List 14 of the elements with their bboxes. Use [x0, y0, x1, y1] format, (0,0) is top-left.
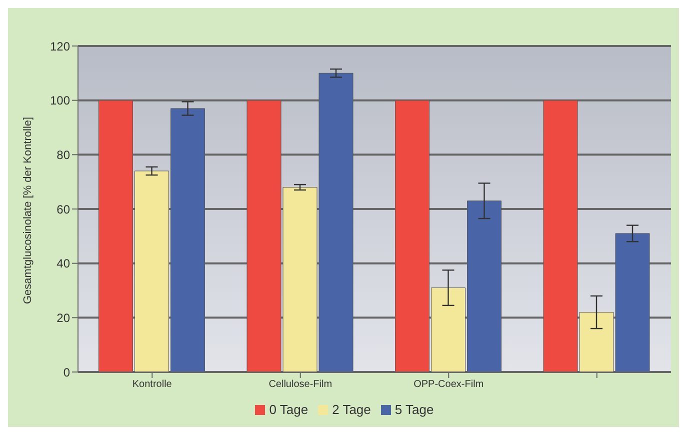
legend-label: 2 Tage	[332, 402, 371, 417]
y-tick-label: 20	[56, 310, 70, 325]
text: 0 Tage	[269, 402, 308, 417]
y-tick-label: 0	[63, 365, 70, 380]
y-tick-label: 80	[56, 148, 70, 162]
x-tick-label: Kontrolle	[132, 379, 172, 390]
x-tick-label: Cellulose-Film	[268, 379, 332, 390]
y-tick-label: 100	[50, 94, 70, 108]
x-tick-label: OPP-Coex-Film	[414, 379, 484, 390]
legend-label: 5 Tage	[394, 402, 434, 417]
y-tick-label: 120	[50, 39, 70, 54]
y-tick-label: 60	[56, 202, 70, 216]
y-tick-label: 40	[56, 256, 70, 271]
y-axis-title: Gesamtglucosinolate [% der Kontrolle]	[22, 116, 34, 304]
